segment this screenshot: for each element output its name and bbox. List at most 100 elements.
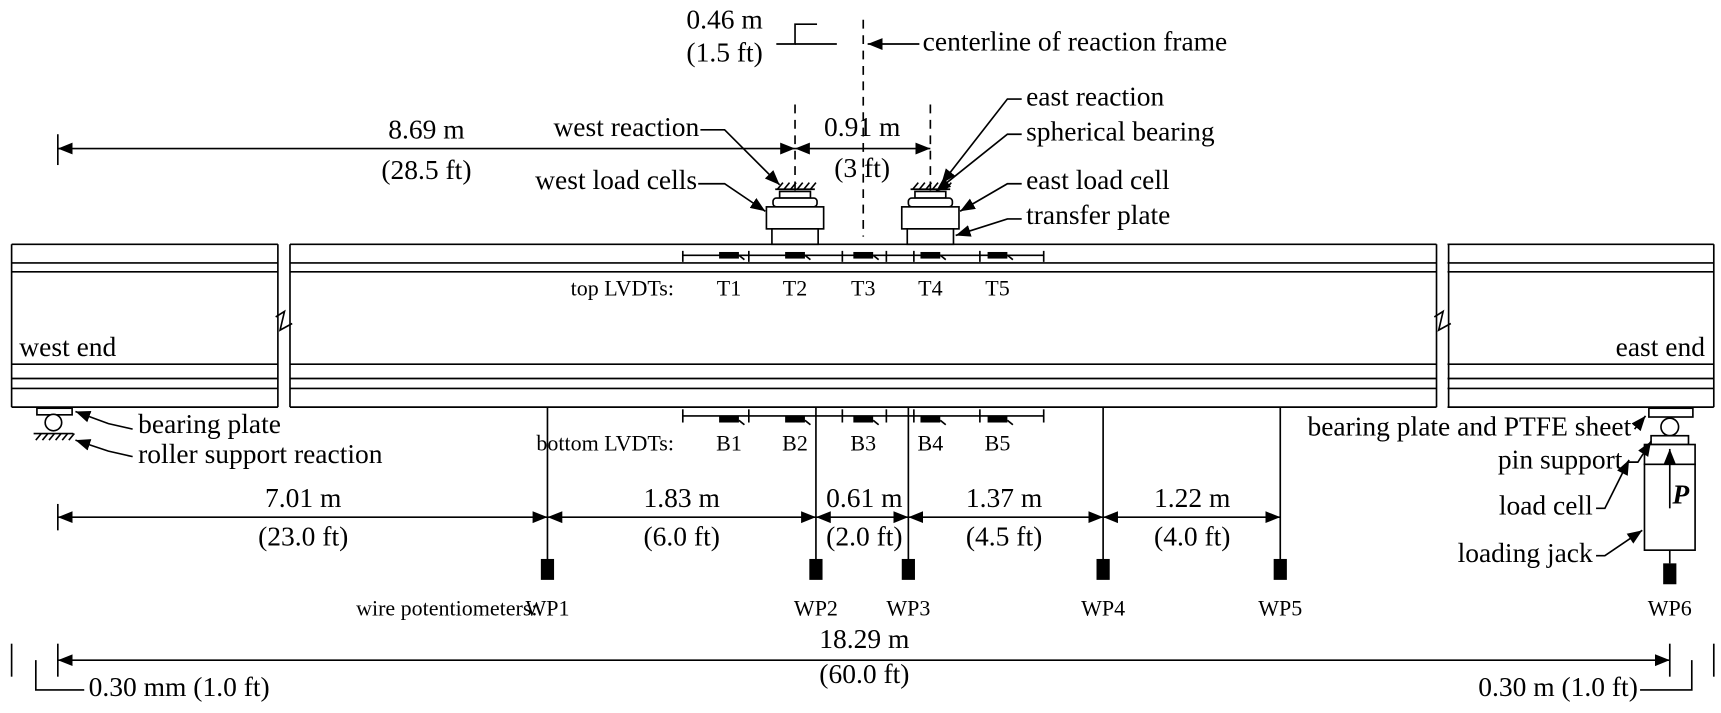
leader — [1596, 459, 1630, 510]
leader — [698, 182, 766, 212]
load-label: P — [1671, 479, 1689, 510]
sensor-label: B4 — [918, 431, 944, 456]
lvdt-rod — [804, 254, 811, 261]
sensor-label: WP2 — [794, 596, 838, 621]
annotation: west end — [19, 331, 116, 362]
leader — [940, 98, 1022, 185]
dimension-label: 0.30 mm (1.0 ft) — [89, 671, 270, 702]
roller — [44, 413, 63, 432]
sensor-group-label: bottom LVDTs: — [536, 431, 674, 456]
wire-potentiometer — [1663, 563, 1677, 585]
hatch — [789, 182, 797, 190]
hatch — [796, 182, 804, 190]
lvdt-rod — [1006, 254, 1014, 261]
hatch — [41, 432, 49, 441]
sensor-label: T5 — [985, 276, 1009, 301]
dimension-label: (1.5 ft) — [686, 36, 762, 67]
annotation: west reaction — [553, 111, 699, 142]
lvdt-sensor — [719, 251, 739, 259]
load-cell — [900, 206, 960, 230]
lvdt-sensor — [920, 415, 941, 423]
lvdt-rod — [1006, 419, 1014, 426]
leader — [959, 182, 1022, 212]
annotation: centerline of reaction frame — [923, 25, 1228, 56]
sensor-group-label: top LVDTs: — [571, 276, 674, 301]
beam-segment — [11, 244, 278, 408]
annotation: loading jack — [1458, 537, 1593, 568]
sensor-label: B2 — [782, 431, 808, 456]
annotation: pin support — [1498, 443, 1623, 474]
lvdt-sensor — [853, 251, 874, 259]
annotation: bearing plate and PTFE sheet — [1307, 410, 1631, 441]
hatch — [783, 182, 791, 190]
dimension-label: (4.5 ft) — [966, 520, 1042, 551]
lvdt-sensor — [853, 415, 874, 423]
wire-potentiometer — [1273, 558, 1287, 580]
sensor-label: WP4 — [1081, 596, 1125, 621]
hatch — [35, 432, 42, 441]
lvdt-sensor — [785, 251, 805, 259]
hatch — [912, 182, 919, 190]
hatch — [61, 432, 69, 441]
leader — [776, 23, 818, 45]
sensor-label: B1 — [716, 431, 742, 456]
lvdt-rod — [872, 419, 880, 426]
hatch — [54, 432, 62, 441]
hatch — [918, 182, 926, 190]
dimension-label: 1.22 m — [1154, 482, 1230, 513]
dimension-label: 0.30 m (1.0 ft) — [1478, 671, 1638, 702]
lvdt-sensor — [785, 415, 805, 423]
annotation: bearing plate — [138, 408, 281, 439]
dimension-label: 1.83 m — [644, 482, 720, 513]
lvdt-sensor — [987, 251, 1008, 259]
leader — [700, 129, 781, 186]
annotation: roller support reaction — [138, 438, 383, 469]
sensor-label: WP3 — [886, 596, 930, 621]
dimension-label: 7.01 m — [265, 482, 341, 513]
dimension-label: (6.0 ft) — [644, 520, 720, 551]
dimension-label: 0.61 m — [826, 482, 902, 513]
leader — [34, 660, 85, 691]
lvdt-rod — [872, 254, 880, 261]
wire-potentiometer — [540, 558, 555, 580]
sensor-label: WP6 — [1648, 596, 1692, 621]
load-cell — [765, 206, 825, 230]
leader — [1626, 440, 1652, 463]
hatch — [776, 182, 784, 190]
sensor-label: B5 — [985, 431, 1011, 456]
lvdt-sensor — [719, 415, 739, 423]
transfer-plate — [906, 228, 955, 246]
bearing-plate — [907, 197, 954, 208]
lvdt-rod — [939, 254, 947, 261]
annotation: east end — [1616, 331, 1706, 362]
dimension-label: 8.69 m — [388, 113, 464, 144]
wire-potentiometer — [901, 558, 915, 580]
dimension-label: (60.0 ft) — [819, 658, 909, 689]
leader — [1640, 660, 1693, 691]
pin — [1660, 417, 1680, 437]
annotation: spherical bearing — [1026, 116, 1215, 147]
break-symbol — [275, 309, 293, 332]
spherical-bearing — [914, 190, 947, 199]
dimension-label: (3 ft) — [834, 152, 890, 183]
dimension-label: 1.37 m — [966, 482, 1042, 513]
hatch — [68, 432, 75, 441]
dimension-label: (28.5 ft) — [381, 154, 471, 185]
lvdt-rod — [804, 419, 811, 426]
hatch — [809, 182, 817, 190]
pin-support — [1650, 434, 1690, 446]
beam-segment — [289, 244, 1437, 408]
dimension-label: 0.91 m — [824, 111, 900, 142]
sensor-label: T3 — [851, 276, 875, 301]
wire-potentiometer — [809, 558, 823, 580]
wire-potentiometer — [1096, 558, 1110, 580]
leader — [75, 439, 133, 458]
transfer-plate — [771, 228, 819, 246]
hatch — [925, 182, 933, 190]
leader — [1631, 415, 1647, 432]
hatch — [931, 182, 939, 190]
hatch — [803, 182, 810, 190]
dimension-label: 0.46 m — [686, 3, 762, 34]
